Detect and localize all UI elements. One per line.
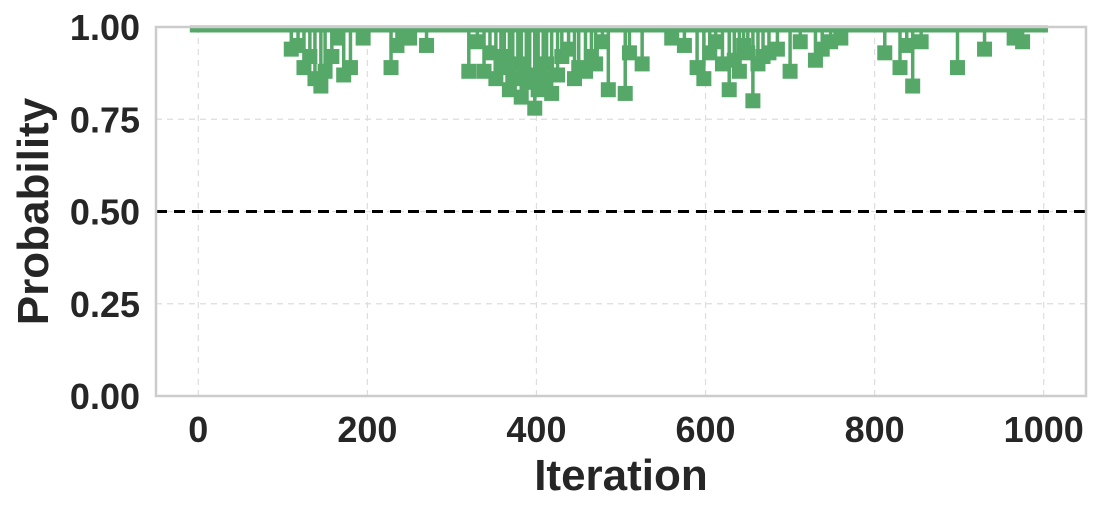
data-point [588, 56, 604, 72]
data-point [513, 89, 529, 105]
data-point [621, 45, 637, 61]
x-tick-label: 1000 [1004, 409, 1084, 450]
y-tick-label: 0.25 [70, 284, 140, 325]
data-point [317, 63, 333, 79]
series-layer [189, 25, 1048, 116]
data-point [745, 93, 761, 109]
data-point [550, 67, 566, 83]
y-axis-title: Probability [9, 97, 58, 325]
data-point [290, 37, 306, 53]
data-point [696, 71, 712, 87]
data-point [342, 60, 358, 76]
data-point [617, 85, 633, 101]
x-tick-label: 400 [506, 409, 566, 450]
x-axis-title: Iteration [534, 451, 708, 500]
data-point [676, 37, 692, 53]
data-point [949, 60, 965, 76]
data-point [505, 71, 521, 87]
y-tick-label: 0.00 [70, 376, 140, 417]
data-point [535, 71, 551, 87]
x-tick-label: 600 [676, 409, 736, 450]
data-point [482, 45, 498, 61]
data-point [905, 78, 921, 94]
data-point [664, 30, 680, 46]
data-point [877, 45, 893, 61]
data-point [892, 60, 908, 76]
data-point [714, 56, 730, 72]
data-point [721, 82, 737, 98]
y-tick-label: 0.50 [70, 192, 140, 233]
data-point [461, 63, 477, 79]
grid-lines [156, 26, 1086, 397]
data-point [383, 60, 399, 76]
plot-frame [154, 25, 1088, 398]
data-point [833, 30, 849, 46]
data-point [899, 37, 915, 53]
data-point [1015, 34, 1031, 50]
data-point [324, 49, 340, 65]
data-point [355, 30, 371, 46]
x-tick-labels: 0 200 400 600 800 1000 [188, 409, 1084, 450]
x-tick-label: 200 [337, 409, 397, 450]
data-point [330, 30, 346, 46]
data-point [731, 63, 747, 79]
data-point [313, 78, 329, 94]
data-point [634, 56, 650, 72]
data-point [419, 37, 435, 53]
data-point [527, 100, 543, 116]
data-point [782, 63, 798, 79]
x-tick-label: 800 [845, 409, 905, 450]
data-point [302, 49, 318, 65]
data-point [544, 85, 560, 101]
data-point [913, 34, 929, 50]
data-point [600, 82, 616, 98]
data-point [496, 49, 512, 65]
y-tick-labels: 0.00 0.25 0.50 0.75 1.00 [70, 7, 140, 417]
data-point [594, 34, 610, 50]
y-tick-label: 0.75 [70, 99, 140, 140]
data-point [769, 41, 785, 57]
data-point [977, 41, 993, 57]
y-tick-label: 1.00 [70, 7, 140, 48]
data-point [561, 41, 577, 57]
data-point [402, 30, 418, 46]
x-tick-label: 0 [188, 409, 208, 450]
data-point [708, 34, 724, 50]
data-point [792, 34, 808, 50]
data-point [476, 63, 492, 79]
data-point [469, 34, 485, 50]
